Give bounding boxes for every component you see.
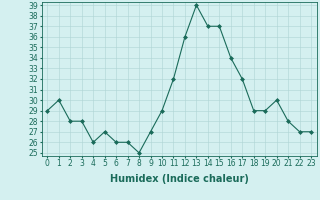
X-axis label: Humidex (Indice chaleur): Humidex (Indice chaleur) [110,174,249,184]
